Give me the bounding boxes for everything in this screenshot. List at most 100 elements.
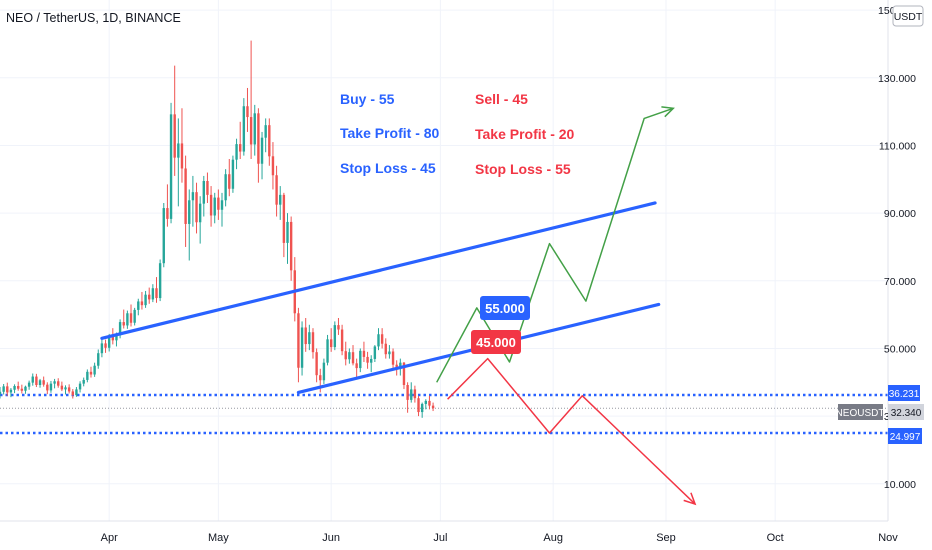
candle-body: [246, 106, 249, 118]
candle-body: [82, 379, 85, 384]
candle-body: [373, 346, 377, 359]
candle-body: [249, 117, 253, 145]
x-tick-label: Sep: [656, 532, 676, 544]
long-scenario-arrow: [436, 107, 674, 383]
candle-body: [129, 313, 133, 323]
channel-upper-line: [100, 201, 657, 340]
candle-body: [67, 387, 71, 392]
candle-body: [297, 313, 300, 368]
candle-body: [213, 197, 216, 216]
candle-body: [49, 383, 53, 391]
x-tick-label: Aug: [543, 532, 563, 544]
candle-body: [104, 343, 107, 348]
y-tick-label: 110.000: [879, 140, 916, 152]
candle-body: [57, 381, 60, 386]
candle-body: [340, 329, 344, 352]
buy-text: Buy - 55: [340, 91, 395, 107]
candle-body: [86, 371, 89, 380]
candle-body: [413, 389, 417, 399]
short-entry-value: 45.000: [476, 335, 516, 350]
candle-body: [399, 362, 402, 369]
candle-body: [264, 125, 267, 138]
x-tick-label: Jun: [322, 532, 340, 544]
candle-body: [162, 208, 165, 264]
candle-body: [268, 125, 271, 157]
y-tick-label: 50.000: [884, 343, 916, 355]
short-entry-badge: 45.000: [471, 330, 521, 354]
candle-body: [195, 192, 198, 223]
candle-body: [366, 356, 369, 363]
candle-body: [31, 376, 34, 383]
candle-body: [173, 114, 176, 158]
y-tick-label: 10.000: [884, 479, 916, 491]
short-take-profit-text: Take Profit - 20: [475, 126, 575, 142]
price-tag-lower: 24.997: [888, 428, 922, 444]
symbol-title: NEO / TetherUS, 1D, BINANCE: [6, 11, 181, 25]
candle-body: [417, 398, 420, 413]
candle-body: [158, 263, 162, 299]
x-tick-label: Apr: [101, 532, 118, 544]
candle-body: [377, 334, 380, 347]
candle-body: [235, 144, 238, 160]
candle-body: [64, 387, 67, 390]
candle-body: [155, 288, 158, 299]
grid-lines: [0, 0, 889, 521]
sell-text: Sell - 45: [475, 91, 528, 107]
candle-body: [6, 386, 9, 393]
currency-label: USDT: [894, 11, 923, 23]
candle-body: [38, 380, 42, 385]
candle-body: [137, 301, 140, 310]
candle-body: [431, 405, 435, 409]
long-take-profit-text: Take Profit - 80: [340, 125, 440, 141]
candle-body: [126, 313, 129, 326]
candle-body: [308, 332, 311, 345]
candle-body: [410, 389, 413, 400]
candle-body: [362, 350, 366, 357]
candle-body: [279, 194, 282, 205]
candle-body: [115, 335, 118, 341]
x-axis-ticks: Apr May Jun Jul Aug Sep Oct Nov: [101, 532, 899, 544]
x-tick-label: Nov: [878, 532, 898, 544]
candle-body: [118, 322, 122, 336]
candle-body: [370, 358, 373, 363]
candle-body: [231, 159, 235, 189]
candle-body: [184, 168, 187, 224]
candle-body: [35, 376, 38, 385]
short-annotation: Sell - 45 Take Profit - 20 Stop Loss - 5…: [475, 91, 575, 177]
candle-body: [253, 113, 256, 145]
x-tick-label: May: [208, 532, 229, 544]
candle-body: [2, 386, 5, 392]
candle-body: [209, 194, 213, 216]
long-entry-badge: 55.000: [480, 296, 530, 320]
currency-button[interactable]: USDT: [892, 5, 924, 27]
candle-body: [220, 200, 224, 210]
candle-body: [395, 364, 398, 369]
long-entry-value: 55.000: [485, 301, 525, 316]
candle-body: [224, 174, 227, 201]
candle-body: [71, 391, 74, 396]
candle-body: [122, 322, 125, 326]
candle-body: [228, 174, 231, 189]
price-tag-upper: 36.231: [888, 385, 920, 401]
candle-body: [217, 197, 220, 210]
candle-body: [144, 294, 147, 306]
long-stop-loss-text: Stop Loss - 45: [340, 160, 436, 176]
short-scenario-arrow-head: [683, 492, 697, 506]
candle-body: [282, 194, 286, 243]
candle-body: [351, 352, 355, 364]
x-tick-label: Jul: [433, 532, 447, 544]
candle-body: [406, 384, 409, 400]
candle-body: [300, 327, 304, 368]
candle-body: [355, 363, 358, 369]
candle-body: [93, 365, 96, 375]
candle-body: [333, 325, 337, 348]
candle-body: [20, 388, 24, 391]
candle-body: [13, 386, 16, 390]
candle-body: [151, 288, 155, 300]
candle-body: [329, 339, 333, 348]
candle-body: [107, 336, 111, 348]
candle-body: [326, 339, 329, 363]
candle-body: [424, 400, 428, 404]
y-tick-label: 130.000: [878, 73, 916, 85]
